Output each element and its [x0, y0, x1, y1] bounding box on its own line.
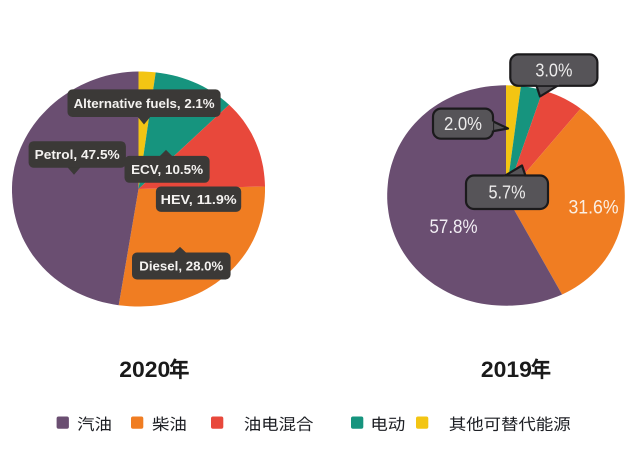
svg-text:57.8%: 57.8% [430, 217, 478, 238]
svg-text:5.7%: 5.7% [489, 182, 526, 202]
svg-text:2019: 2019 [481, 357, 532, 382]
svg-text:HEV, 11.9%: HEV, 11.9% [161, 192, 237, 207]
svg-text:Alternative fuels, 2.1%: Alternative fuels, 2.1% [74, 96, 215, 111]
svg-text:3.0%: 3.0% [535, 60, 572, 80]
svg-text:ECV, 10.5%: ECV, 10.5% [131, 162, 203, 177]
svg-text:Petrol, 47.5%: Petrol, 47.5% [35, 147, 120, 162]
svg-text:Diesel, 28.0%: Diesel, 28.0% [139, 259, 223, 274]
svg-text:31.6%: 31.6% [569, 197, 619, 218]
svg-text:2.0%: 2.0% [444, 114, 482, 134]
svg-text:2020: 2020 [119, 357, 170, 382]
